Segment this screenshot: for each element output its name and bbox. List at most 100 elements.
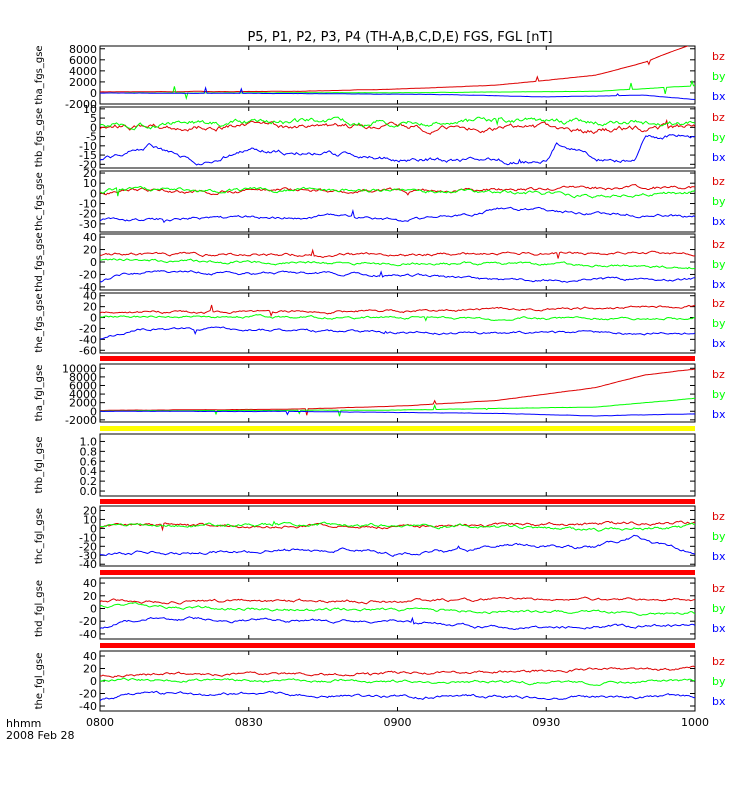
y-tick-label: -30 [79,549,97,562]
y-tick-label: -40 [79,333,97,346]
legend-bx: bx [712,90,726,103]
series-bz [100,248,695,259]
series-bx [100,690,695,702]
legend-by: by [712,195,726,208]
y-tick-label: -10 [79,140,97,153]
legend-by: by [712,530,726,543]
y-tick-label: 0 [90,256,97,269]
y-axis-label: the_fgs_gse [34,293,45,352]
y-tick-label: -20 [79,322,97,335]
x-tick-label: 0830 [235,716,263,729]
coverage-bar-5 [100,643,695,648]
y-tick-label: 0.8 [80,445,98,458]
y-tick-label: 8000 [69,371,97,384]
coverage-bar-4 [100,570,695,575]
series-by [100,314,695,322]
y-tick-label: 40 [83,577,97,590]
series-bx [100,616,695,631]
y-tick-label: 0 [90,405,97,418]
y-tick-label: -20 [79,208,97,221]
y-tick-label: 20 [83,590,97,603]
y-tick-label: -40 [79,558,97,571]
panel-7: 0.00.20.40.60.81.0 thb_fgl_gse [34,433,696,498]
coverage-bar-2 [100,426,695,431]
legend-bx: bx [712,550,726,563]
series-bz [100,665,695,678]
y-axis-label: thd_fgl_gse [34,580,45,637]
y-tick-label: -2000 [65,414,97,427]
legend-bx: bx [712,695,726,708]
series-bx [100,270,695,283]
panel-frame [99,650,696,712]
y-tick-label: 0 [90,87,97,100]
legend-by: by [712,388,726,401]
y-axis-label: tha_fgl_gse [34,365,45,422]
chart-title: P5, P1, P2, P3, P4 (TH-A,B,C,D,E) FGS, F… [247,30,552,45]
series-bx [100,534,695,557]
y-tick-label: 40 [83,290,97,303]
y-tick-label: -40 [79,281,97,294]
series-by [100,520,695,532]
panel-frame [99,233,696,291]
y-tick-label: 5 [90,112,97,125]
legend-bz: bz [712,297,725,310]
legend-bz: bz [712,368,725,381]
y-tick-label: -20 [79,615,97,628]
y-tick-label: 8000 [69,43,97,56]
panel-frame [99,292,696,354]
legend-by: by [712,258,726,271]
series-bx [100,206,695,224]
series-bz [100,520,695,532]
y-tick-label: -40 [79,700,97,713]
coverage-bar-1 [100,356,695,361]
legend-by: by [712,70,726,83]
y-tick-label: -40 [79,628,97,641]
y-tick-label: -20 [79,540,97,553]
series-bx [100,134,695,166]
y-tick-label: 0.0 [80,485,98,498]
y-tick-label: -5 [86,131,97,144]
y-tick-label: 0 [90,675,97,688]
y-tick-label: -10 [79,531,97,544]
panel-frame [99,45,696,105]
panel-frame [99,577,696,640]
y-tick-label: 10 [83,103,97,116]
series-bz [100,118,695,135]
series-group [100,665,695,702]
y-tick-label: -20 [79,688,97,701]
y-tick-label: 20 [83,663,97,676]
series-by [100,397,695,417]
x-tick-label: 1000 [681,716,709,729]
legend-bz: bz [712,111,725,124]
series-bz [100,596,695,605]
series-bx [100,410,695,417]
y-axis-label: thc_fgl_gse [34,508,45,564]
y-axis-label: thb_fgs_gse [34,108,45,167]
series-by [100,258,695,270]
legend-bx: bx [712,215,726,228]
y-tick-label: 10 [83,177,97,190]
legend-bz: bz [712,238,725,251]
y-tick-label: -60 [79,344,97,357]
y-tick-label: 20 [83,301,97,314]
y-tick-label: 20 [83,504,97,517]
y-tick-label: 20 [83,167,97,180]
y-tick-label: 0 [90,522,97,535]
time-unit-label: hhmm [6,717,41,730]
legend-bx: bx [712,337,726,350]
y-tick-label: 0 [90,187,97,200]
y-axis-label: thd_fgs_gse [34,232,45,291]
legend-bx: bx [712,622,726,635]
y-tick-label: 20 [83,244,97,257]
series-by [100,116,695,131]
legend-by: by [712,675,726,688]
